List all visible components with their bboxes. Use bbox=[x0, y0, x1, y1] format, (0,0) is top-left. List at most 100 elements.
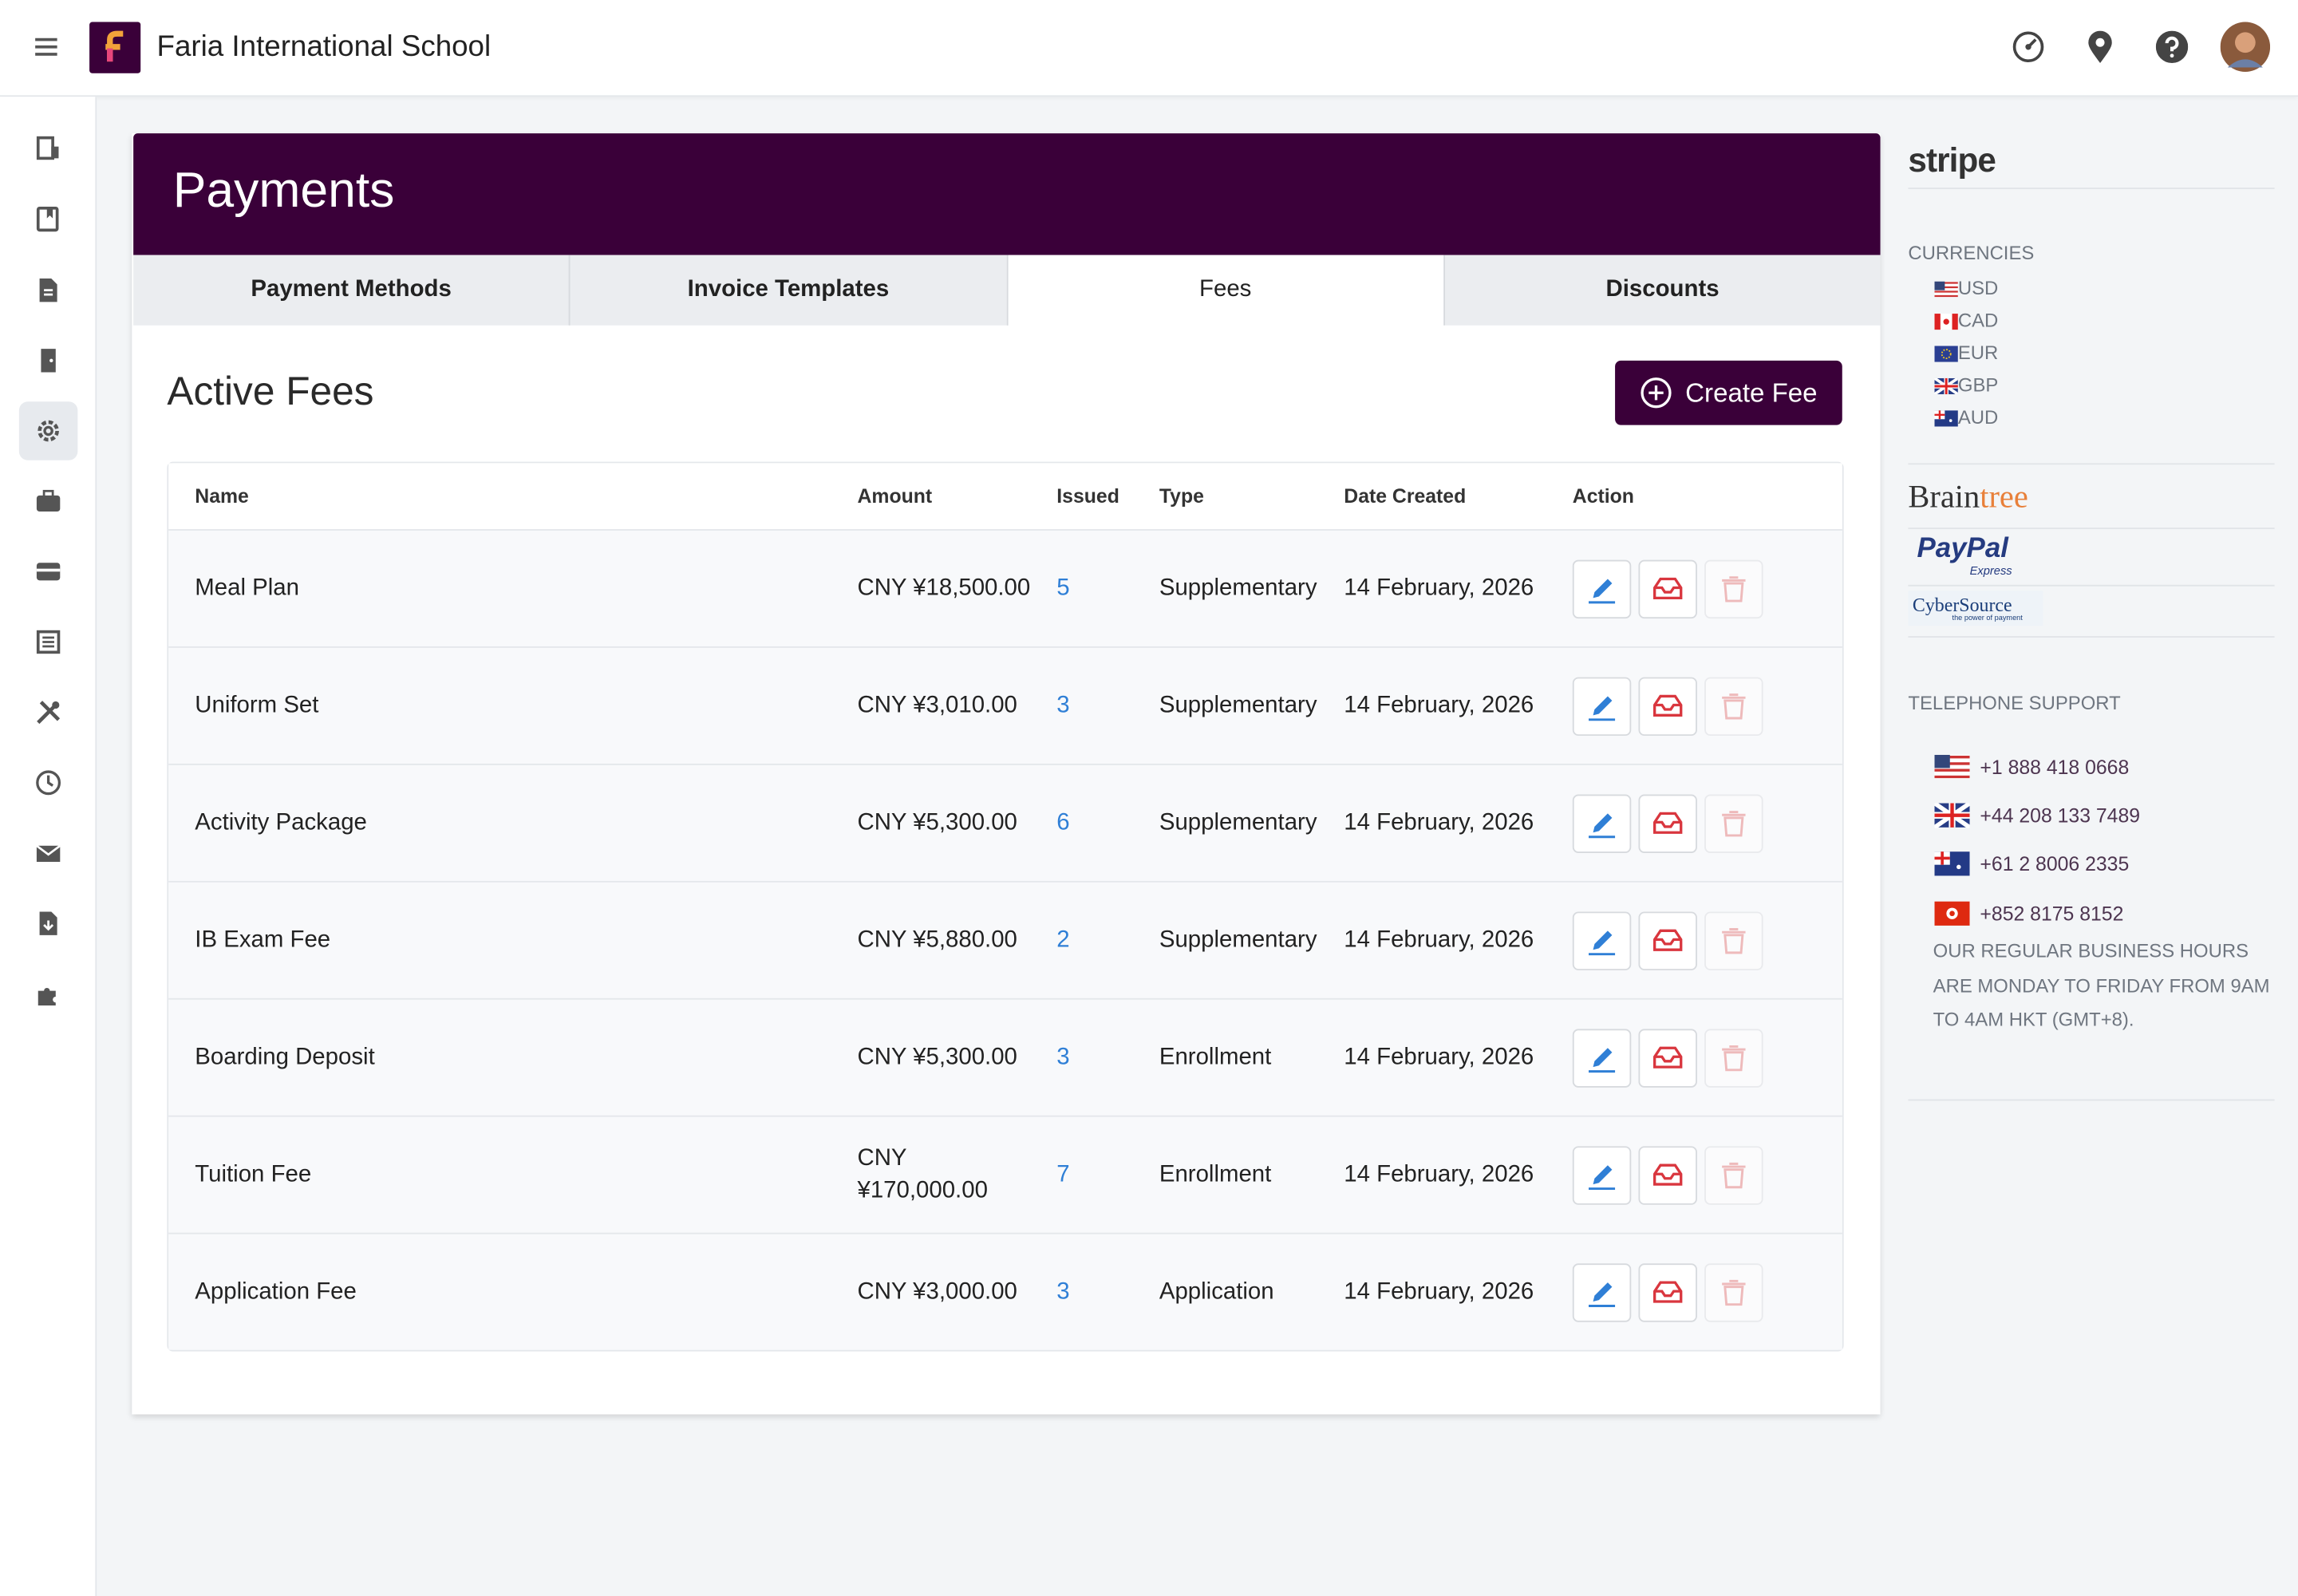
paypal-logo: PayPal bbox=[1917, 533, 2008, 565]
fee-amount: CNY ¥5,880.00 bbox=[857, 926, 1017, 952]
delete-button[interactable] bbox=[1704, 1028, 1763, 1087]
send-button[interactable] bbox=[1638, 1145, 1697, 1204]
divider bbox=[1908, 636, 2275, 638]
location-icon[interactable] bbox=[2087, 30, 2114, 63]
delete-button-svg bbox=[1722, 927, 1746, 954]
nav-icon[interactable] bbox=[34, 557, 63, 587]
cybersource-tagline: the power of payment bbox=[1952, 614, 2023, 623]
delete-button[interactable] bbox=[1704, 559, 1763, 618]
fee-issued[interactable]: 2 bbox=[1056, 926, 1070, 952]
divider bbox=[1908, 463, 2275, 465]
menu-icon[interactable] bbox=[35, 35, 58, 58]
send-button[interactable] bbox=[1638, 1028, 1697, 1087]
nav-icon-svg bbox=[36, 489, 61, 512]
nav-icon[interactable] bbox=[34, 487, 63, 516]
left-nav bbox=[0, 97, 97, 1596]
nav-icon[interactable] bbox=[34, 697, 63, 727]
fee-name: IB Exam Fee bbox=[195, 926, 331, 952]
nav-icon[interactable] bbox=[34, 275, 63, 305]
tab[interactable]: Discounts bbox=[1444, 255, 1881, 326]
delete-button-svg bbox=[1722, 1161, 1746, 1188]
fee-date: 14 February, 2026 bbox=[1344, 1044, 1534, 1069]
business-hours: OUR REGULAR BUSINESS HOURS ARE MONDAY TO… bbox=[1933, 939, 2270, 1031]
column-header: Date Created bbox=[1344, 484, 1467, 508]
payments-card: Payments Payment Methods Invoice Templat… bbox=[132, 133, 1881, 1415]
edit-button-svg bbox=[1589, 1282, 1616, 1307]
currency-flag-svg bbox=[1934, 410, 1958, 427]
currency-flag-svg bbox=[1933, 377, 1959, 396]
tab[interactable]: Payment Methods bbox=[133, 255, 571, 326]
send-button[interactable] bbox=[1638, 1262, 1697, 1321]
dashboard-icon[interactable] bbox=[2012, 31, 2044, 63]
edit-button[interactable] bbox=[1572, 559, 1632, 618]
fee-name: Boarding Deposit bbox=[195, 1044, 375, 1069]
edit-button[interactable] bbox=[1572, 793, 1632, 853]
nav-icon-svg bbox=[39, 278, 57, 302]
send-button[interactable] bbox=[1638, 793, 1697, 853]
delete-button[interactable] bbox=[1704, 1262, 1763, 1321]
card-header: Payments bbox=[133, 133, 1881, 255]
fee-amount: CNY ¥5,300.00 bbox=[857, 1044, 1017, 1069]
fee-issued[interactable]: 3 bbox=[1056, 692, 1070, 718]
create-fee-button[interactable]: Create Fee bbox=[1615, 360, 1842, 425]
fee-date: 14 February, 2026 bbox=[1344, 1278, 1534, 1304]
divider bbox=[1908, 1099, 2275, 1101]
nav-icon[interactable] bbox=[34, 417, 63, 446]
phone-flag bbox=[1933, 801, 1972, 830]
delete-button[interactable] bbox=[1704, 1145, 1763, 1204]
delete-button[interactable] bbox=[1704, 676, 1763, 736]
phone-flag bbox=[1934, 754, 1970, 780]
braintree-logo: Braintree bbox=[1908, 478, 2028, 516]
section-title: Active Fees bbox=[167, 369, 374, 413]
nav-icon-svg bbox=[39, 911, 57, 935]
user-avatar[interactable] bbox=[2220, 22, 2271, 72]
school-logo[interactable] bbox=[89, 22, 141, 73]
nav-icon[interactable] bbox=[34, 768, 63, 797]
phone-number: +852 8175 8152 bbox=[1980, 903, 2124, 925]
edit-button[interactable] bbox=[1572, 1262, 1632, 1321]
tab[interactable]: Invoice Templates bbox=[570, 255, 1008, 326]
send-button[interactable] bbox=[1638, 676, 1697, 736]
braintree-brain: Brain bbox=[1908, 477, 1980, 515]
tab-active[interactable]: Fees bbox=[1007, 255, 1445, 326]
phone-flag bbox=[1934, 901, 1970, 926]
nav-icon[interactable] bbox=[34, 839, 63, 868]
edit-button[interactable] bbox=[1572, 676, 1632, 736]
fee-date: 14 February, 2026 bbox=[1344, 926, 1534, 952]
braintree-tree: tree bbox=[1980, 477, 2028, 515]
edit-button[interactable] bbox=[1572, 911, 1632, 970]
edit-button[interactable] bbox=[1572, 1028, 1632, 1087]
send-button[interactable] bbox=[1638, 911, 1697, 970]
divider bbox=[1908, 188, 2275, 189]
fee-actions bbox=[1572, 559, 1842, 618]
delete-button[interactable] bbox=[1704, 911, 1763, 970]
currency-flag bbox=[1934, 408, 1958, 427]
send-button-svg bbox=[1653, 1163, 1683, 1185]
edit-button[interactable] bbox=[1572, 1145, 1632, 1204]
currency-flag-svg bbox=[1934, 346, 1958, 362]
fee-issued[interactable]: 7 bbox=[1056, 1161, 1070, 1187]
fee-issued[interactable]: 5 bbox=[1056, 575, 1070, 601]
fee-date: 14 February, 2026 bbox=[1344, 809, 1534, 836]
fee-name: Activity Package bbox=[195, 809, 367, 836]
phone-flag-svg bbox=[1933, 801, 1972, 830]
help-icon[interactable] bbox=[2155, 30, 2189, 63]
fee-issued[interactable]: 6 bbox=[1056, 809, 1070, 836]
edit-button-svg bbox=[1589, 930, 1616, 955]
nav-icon[interactable] bbox=[34, 205, 63, 235]
nav-icon[interactable] bbox=[34, 135, 63, 164]
send-button[interactable] bbox=[1638, 559, 1697, 618]
fee-issued[interactable]: 3 bbox=[1056, 1044, 1070, 1069]
nav-icon-svg bbox=[36, 206, 59, 232]
nav-icon[interactable] bbox=[34, 909, 63, 938]
currency-flag-svg bbox=[1934, 281, 1958, 298]
nav-icon-svg bbox=[36, 844, 61, 862]
nav-icon[interactable] bbox=[34, 346, 63, 375]
nav-icon[interactable] bbox=[34, 627, 63, 657]
fee-issued[interactable]: 3 bbox=[1056, 1278, 1070, 1304]
nav-icon[interactable] bbox=[34, 979, 63, 1009]
fee-name: Tuition Fee bbox=[195, 1161, 312, 1187]
delete-button[interactable] bbox=[1704, 793, 1763, 853]
